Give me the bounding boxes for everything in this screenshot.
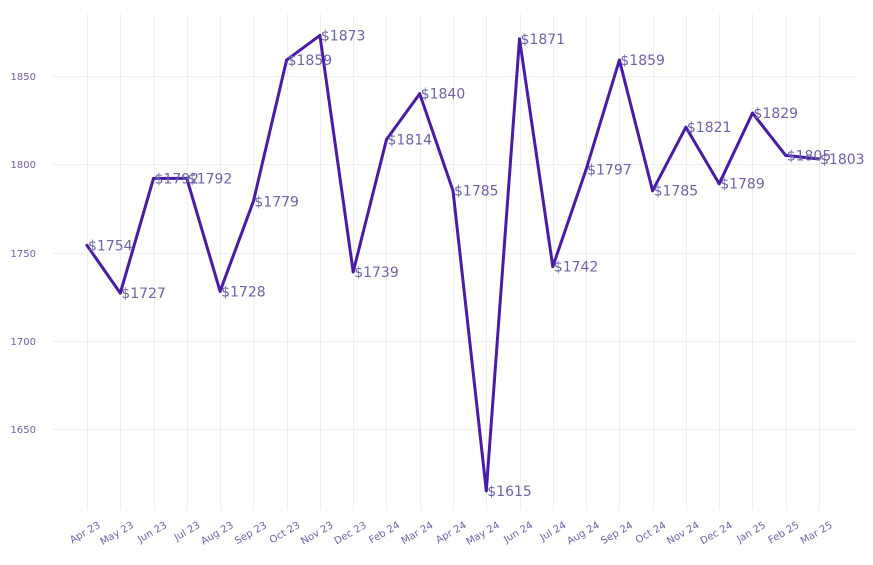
data-label: $1840: [421, 87, 466, 103]
y-tick-label: 1850: [11, 72, 36, 83]
x-tick-label: Feb 24: [367, 520, 402, 546]
y-tick-label: 1750: [11, 249, 36, 260]
x-tick-label: May 24: [465, 520, 502, 548]
data-point: [617, 58, 621, 62]
x-tick-label: Mar 24: [400, 520, 436, 547]
data-label: $1792: [188, 171, 233, 187]
data-label: $1615: [487, 484, 532, 500]
data-label: $1797: [587, 163, 632, 179]
x-tick-label: Aug 24: [565, 520, 601, 547]
data-label: $1754: [88, 238, 133, 254]
data-point: [218, 289, 222, 293]
data-point: [185, 176, 189, 180]
data-label: $1739: [354, 265, 399, 281]
data-point: [717, 182, 721, 186]
data-label: $1821: [687, 120, 732, 136]
y-tick-label: 1650: [11, 425, 36, 436]
data-labels: $1754 $1727 $1792$1792 $1728 $1779 $1859 $1873…: [88, 28, 865, 499]
data-label: $1785: [454, 184, 499, 200]
data-point: [817, 157, 821, 161]
data-label: $1859: [620, 53, 665, 69]
data-point: [351, 270, 355, 274]
x-tick-label: Oct 24: [634, 520, 668, 546]
data-label: $1789: [720, 177, 765, 193]
data-label: $1829: [754, 106, 799, 122]
data-label: $1871: [521, 32, 566, 48]
data-label: $1728: [221, 284, 266, 300]
x-tick-label: Jun 23: [135, 520, 169, 546]
data-label: $1805: [787, 148, 832, 164]
y-tick-label: 1800: [11, 160, 36, 171]
data-point: [85, 243, 89, 247]
data-point: [118, 291, 122, 295]
data-point: [518, 37, 521, 41]
grid: [53, 14, 856, 510]
data-point: [285, 58, 289, 62]
data-point: [451, 189, 455, 193]
y-axis-ticks: 1650 1700 1750 1800 1850: [11, 72, 36, 436]
data-point: [651, 189, 655, 193]
x-tick-label: Sep 24: [599, 520, 635, 547]
x-tick-label: Mar 25: [799, 520, 835, 547]
data-point: [418, 92, 422, 96]
data-label: $1779: [254, 194, 299, 210]
x-tick-label: Jan 25: [734, 520, 767, 546]
data-point: [684, 125, 688, 129]
x-tick-label: Feb 25: [767, 520, 802, 546]
data-label: $1814: [388, 133, 433, 149]
data-label: $1859: [288, 53, 333, 69]
x-tick-label: Jul 24: [538, 520, 569, 544]
data-point: [318, 33, 322, 37]
x-tick-label: Apr 24: [434, 520, 468, 546]
x-tick-label: Aug 23: [199, 520, 235, 547]
data-point: [484, 489, 488, 493]
data-label: $1873: [321, 28, 366, 44]
data-point: [551, 265, 555, 269]
data-point: [784, 153, 788, 157]
data-label: $1727: [121, 286, 166, 302]
y-tick-label: 1700: [11, 337, 36, 348]
x-tick-label: May 23: [99, 520, 136, 548]
x-tick-label: Jun 24: [501, 520, 535, 546]
data-label: $1803: [820, 152, 865, 168]
data-point: [385, 138, 388, 141]
data-label: $1742: [554, 260, 599, 276]
data-point: [584, 168, 588, 171]
x-tick-label: Dec 24: [699, 520, 735, 547]
x-tick-label: Jul 23: [172, 520, 203, 544]
x-tick-label: Sep 23: [233, 520, 269, 547]
data-point: [152, 176, 155, 180]
x-tick-label: Apr 23: [68, 520, 102, 546]
series-layer: [85, 33, 821, 493]
data-label: $1785: [654, 184, 699, 200]
data-point: [751, 111, 754, 115]
x-tick-label: Dec 23: [333, 520, 369, 547]
data-point: [251, 199, 255, 203]
x-tick-label: Nov 24: [665, 520, 701, 547]
x-tick-label: Nov 23: [299, 520, 335, 547]
x-tick-label: Oct 23: [268, 520, 302, 546]
data-label: $1792: [155, 171, 200, 187]
